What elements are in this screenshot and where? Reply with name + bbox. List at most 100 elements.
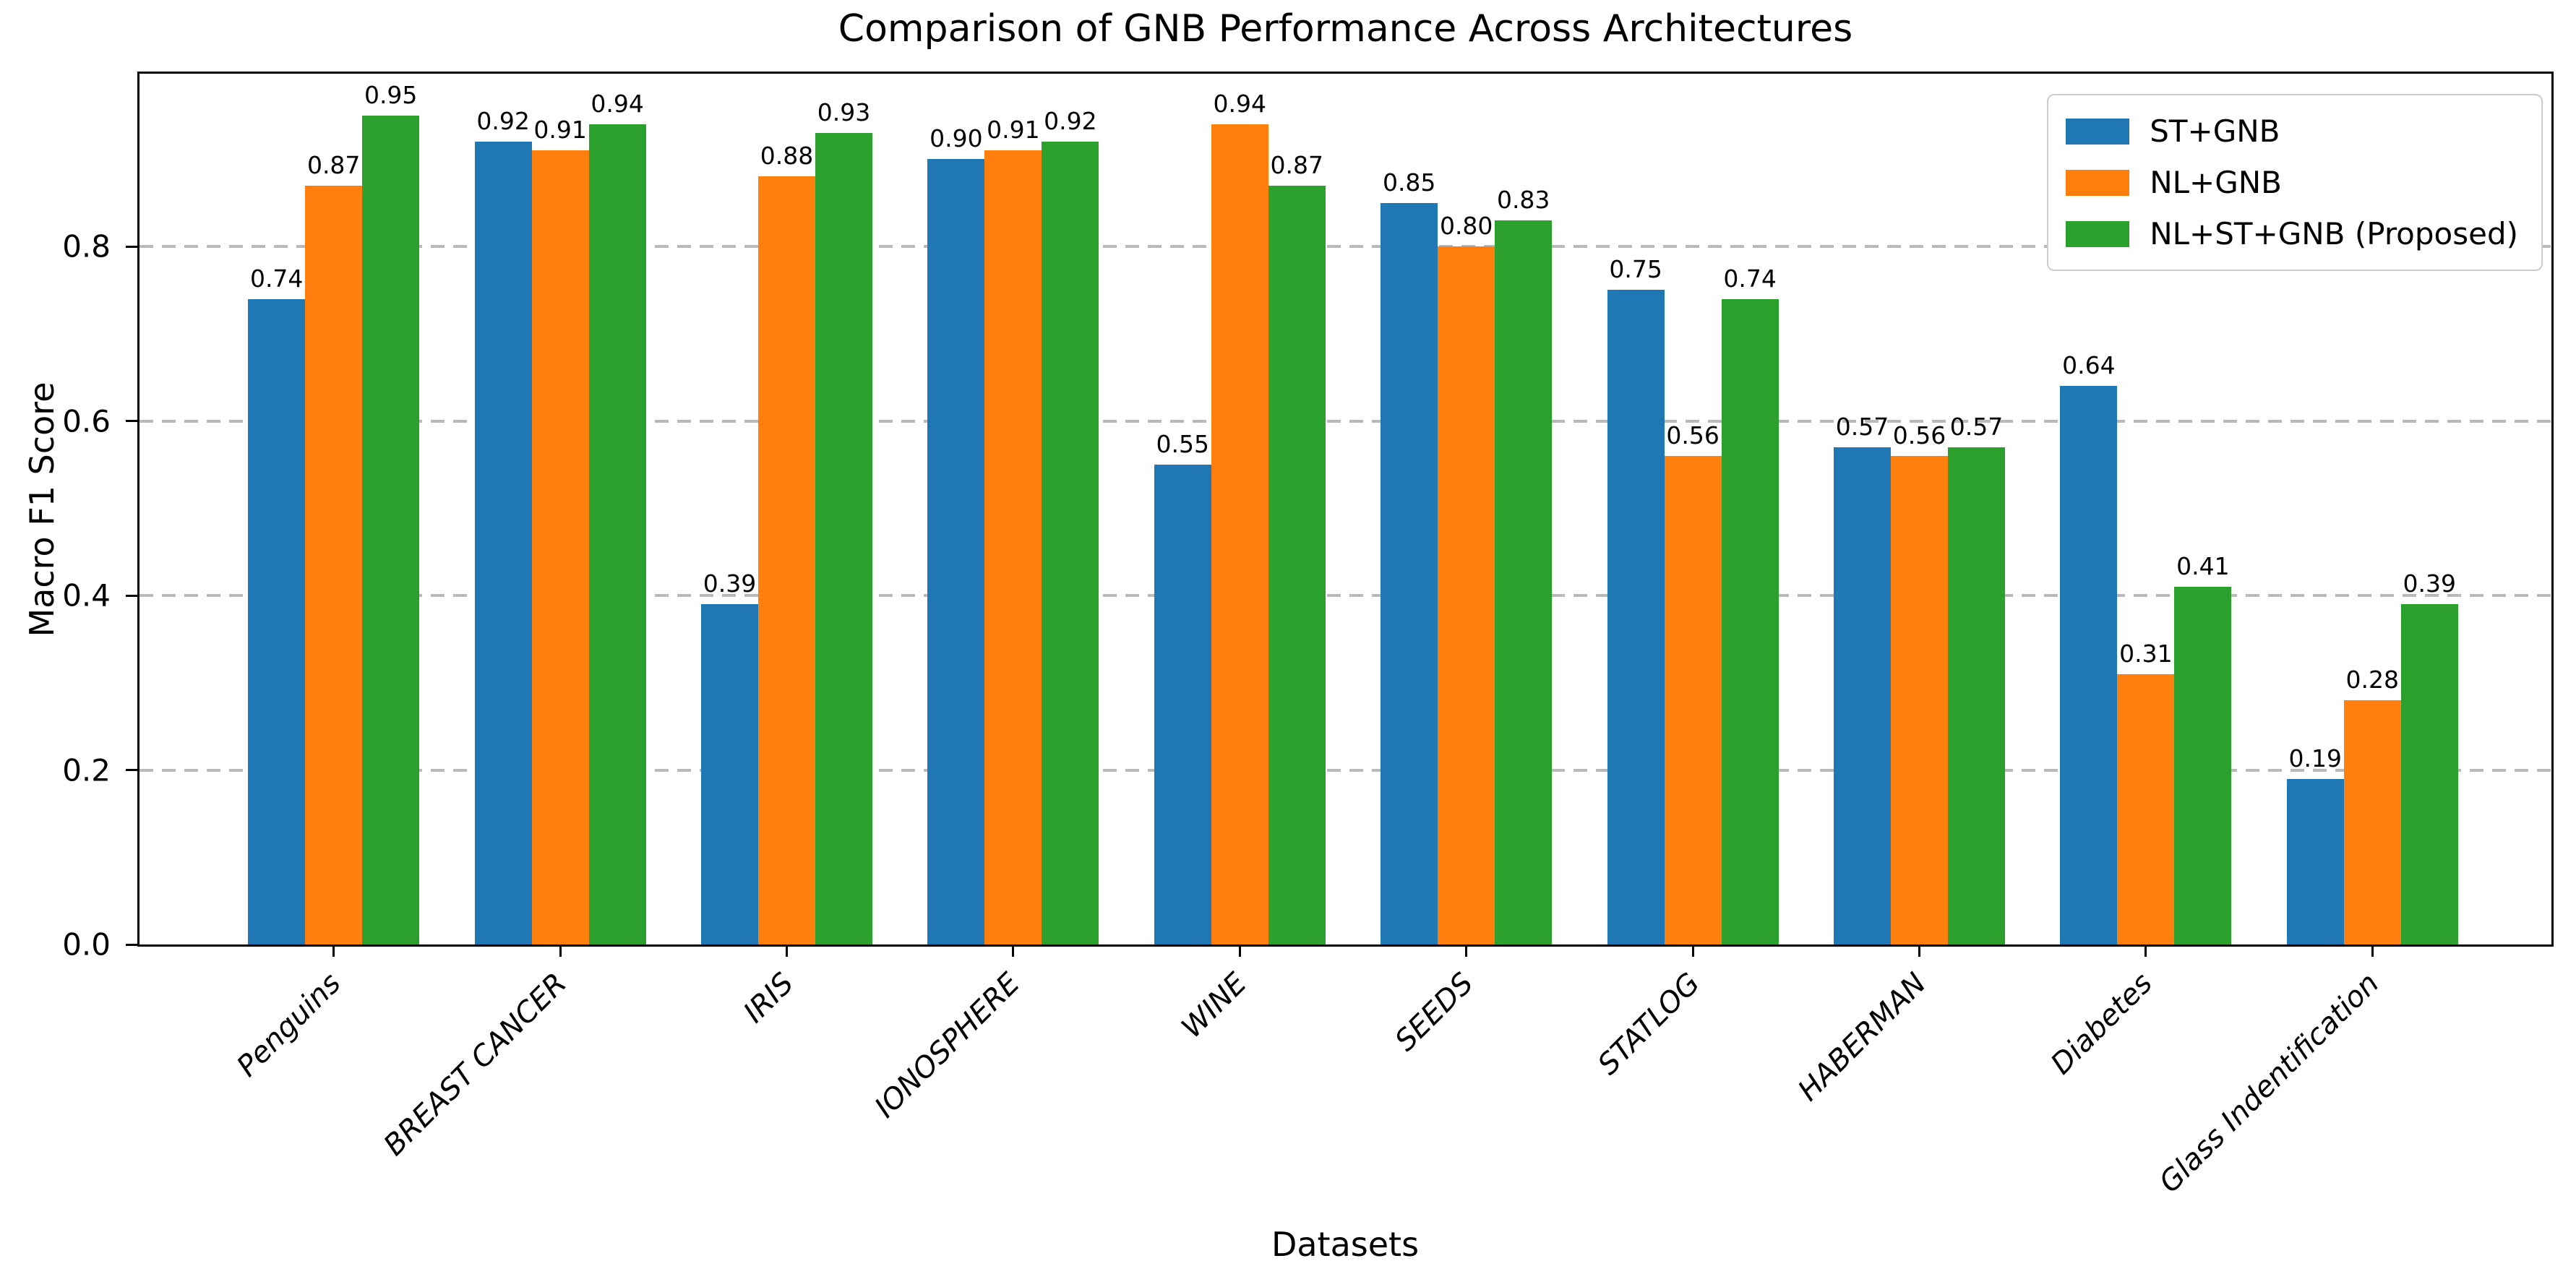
bar-value-label: 0.39	[2403, 569, 2457, 598]
x-category-label: WINE	[1175, 966, 1253, 1045]
y-tick-label: 0.4	[62, 577, 111, 614]
bar-value-label: 0.94	[591, 90, 644, 119]
x-category-label: Glass Indentification	[2152, 966, 2386, 1200]
bar	[1495, 220, 1553, 944]
y-tick-label: 0.0	[62, 926, 111, 963]
bar-value-label: 0.80	[1439, 212, 1493, 241]
bar	[474, 142, 532, 944]
x-category-label: HABERMAN	[1791, 966, 1933, 1108]
bar	[1607, 290, 1665, 944]
x-category-label: Penguins	[230, 966, 347, 1084]
bar	[1891, 455, 1948, 944]
x-category-label: BREAST CANCER	[377, 966, 574, 1163]
legend-item: NL+GNB	[2063, 157, 2521, 208]
bar	[2060, 386, 2118, 944]
bar	[2174, 586, 2232, 944]
y-tick	[126, 245, 138, 248]
bar	[701, 604, 758, 944]
x-tick	[1012, 944, 1015, 957]
bar-value-label: 0.74	[249, 264, 304, 293]
x-tick	[1918, 944, 1920, 957]
y-tick	[126, 943, 138, 946]
x-tick	[786, 944, 788, 957]
x-tick	[2144, 944, 2147, 957]
chart-title: Comparison of GNB Performance Across Arc…	[838, 7, 1853, 51]
bar-value-label: 0.85	[1382, 168, 1436, 197]
legend-label: NL+GNB	[2150, 165, 2282, 200]
bar-value-label: 0.57	[1835, 412, 1889, 441]
y-tick-label: 0.6	[62, 403, 111, 439]
bar-value-label: 0.87	[306, 150, 361, 179]
bar-value-label: 0.39	[703, 569, 757, 598]
bar	[1381, 202, 1438, 944]
legend-label: ST+GNB	[2150, 113, 2280, 149]
x-category-label: IRIS	[737, 966, 800, 1030]
bar-value-label: 0.93	[817, 98, 871, 127]
x-category-label: IONOSPHERE	[868, 966, 1027, 1124]
bar	[1154, 464, 1211, 944]
bar-value-label: 0.87	[1270, 150, 1324, 179]
bar-value-label: 0.31	[2119, 639, 2173, 668]
x-category-label: Diabetes	[2045, 966, 2160, 1081]
legend-swatch	[2066, 118, 2130, 145]
x-tick	[1238, 944, 1241, 957]
x-category-label: SEEDS	[1388, 966, 1480, 1058]
y-tick	[126, 594, 138, 597]
bar-value-label: 0.91	[533, 116, 587, 145]
bar-value-label: 0.92	[1044, 107, 1097, 136]
gridline	[139, 245, 2551, 249]
bar-value-label: 0.55	[1156, 429, 1210, 458]
bar	[305, 185, 363, 944]
bar-value-label: 0.64	[2062, 351, 2116, 380]
bar	[1438, 246, 1495, 944]
x-axis-label: Datasets	[1271, 1225, 1420, 1264]
x-category-label: STATLOG	[1591, 966, 1706, 1082]
bar-value-label: 0.56	[1666, 421, 1720, 449]
gridline	[139, 419, 2551, 423]
bar	[1268, 185, 1326, 944]
bar	[984, 150, 1042, 944]
bar-value-label: 0.56	[1892, 421, 1946, 449]
gridline	[139, 594, 2551, 598]
bar	[1948, 447, 2005, 944]
bar	[531, 150, 589, 944]
bar	[1211, 124, 1268, 944]
bar-value-label: 0.57	[1949, 412, 2004, 441]
bar	[1664, 455, 1722, 944]
legend-label: NL+ST+GNB (Proposed)	[2150, 216, 2518, 251]
legend-swatch	[2066, 220, 2130, 247]
bar-value-label: 0.74	[1723, 264, 1777, 293]
bar	[1834, 447, 1891, 944]
y-tick-label: 0.2	[62, 752, 111, 788]
bar	[588, 124, 646, 944]
x-tick	[1465, 944, 1468, 957]
legend: ST+GNB NL+GNB NL+ST+GNB (Proposed)	[2047, 94, 2543, 271]
bar-value-label: 0.75	[1609, 255, 1662, 284]
x-tick	[559, 944, 562, 957]
bar	[927, 159, 985, 944]
y-tick-label: 0.8	[62, 228, 111, 264]
bar	[2400, 604, 2458, 944]
bar	[2286, 778, 2344, 944]
x-tick	[332, 944, 335, 957]
bar-value-label: 0.88	[760, 142, 814, 171]
x-tick	[1691, 944, 1694, 957]
bar-value-label: 0.95	[364, 80, 418, 109]
bar	[362, 115, 420, 944]
legend-swatch	[2066, 169, 2130, 196]
bar	[248, 298, 306, 944]
bar	[815, 133, 872, 944]
plot-area: ST+GNB NL+GNB NL+ST+GNB (Proposed) 0.0 0.2 0…	[62, 72, 2554, 1200]
x-tick	[2371, 944, 2374, 957]
bar	[758, 176, 815, 944]
bar-value-label: 0.92	[476, 107, 530, 136]
y-tick	[126, 420, 138, 423]
bar	[2117, 673, 2175, 944]
bar	[1042, 142, 1099, 944]
bar-value-label: 0.28	[2345, 665, 2400, 694]
bar	[2343, 700, 2401, 944]
bar	[1721, 298, 1779, 944]
bar-value-label: 0.94	[1213, 90, 1267, 119]
legend-item: ST+GNB	[2063, 106, 2521, 157]
